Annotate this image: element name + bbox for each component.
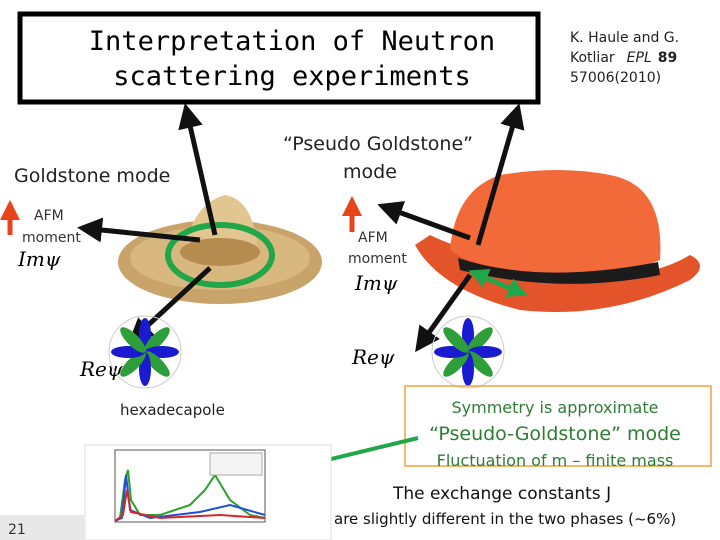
petal	[120, 327, 146, 353]
reference: K. Haule and G.	[570, 30, 679, 46]
arrow	[77, 217, 201, 243]
title-line: scattering experiments	[113, 61, 471, 92]
footer-bar	[0, 515, 84, 540]
note-box	[404, 385, 712, 467]
title-line: Interpretation of Neutron	[89, 26, 495, 57]
journal: EPL	[627, 50, 652, 66]
reference: 57006(2010)	[570, 70, 661, 86]
arrow	[475, 103, 525, 246]
flower-frame	[108, 315, 182, 389]
petal	[467, 351, 493, 377]
note-fluctuation: Fluctuation of m – finite mass	[437, 451, 674, 470]
moment-label: AFM	[34, 208, 64, 224]
note-mode: “Pseudo-Goldstone” mode	[429, 423, 681, 445]
note-heading: Symmetry is approximate	[452, 398, 659, 417]
moment-label: moment	[348, 251, 407, 267]
reference: Kotliar	[570, 50, 615, 66]
slide-number: 21	[8, 522, 26, 538]
mode-label: Goldstone mode	[14, 165, 170, 187]
arrow	[178, 103, 218, 236]
caption: hexadecapole	[120, 401, 225, 419]
petal	[443, 327, 469, 353]
inset-plot	[84, 444, 332, 540]
note-difference: are slightly different in the two phases…	[334, 510, 676, 528]
green-circle	[165, 222, 275, 288]
flower-frame	[431, 315, 505, 389]
mode-label: mode	[343, 161, 397, 183]
moment-label: AFM	[358, 230, 388, 246]
petal	[144, 351, 170, 377]
green-double-arrow	[468, 269, 528, 297]
volume: 89	[658, 50, 677, 66]
arrow	[377, 201, 471, 241]
im-label: Imψ	[354, 271, 398, 295]
im-label: Imψ	[17, 247, 61, 271]
arrow	[415, 273, 473, 353]
petal	[467, 327, 493, 353]
flowers	[108, 315, 505, 389]
petal	[443, 351, 469, 377]
note-exchange: The exchange constants J	[392, 484, 611, 504]
title-box	[17, 11, 541, 105]
petal	[120, 351, 146, 377]
petal	[144, 327, 170, 353]
moment-label: moment	[22, 230, 81, 246]
re-label: Reψ	[351, 345, 395, 369]
re-label: Reψ	[79, 357, 123, 381]
mode-label: “Pseudo Goldstone”	[283, 133, 473, 155]
reference: Kotliar EPL 89	[570, 50, 677, 66]
